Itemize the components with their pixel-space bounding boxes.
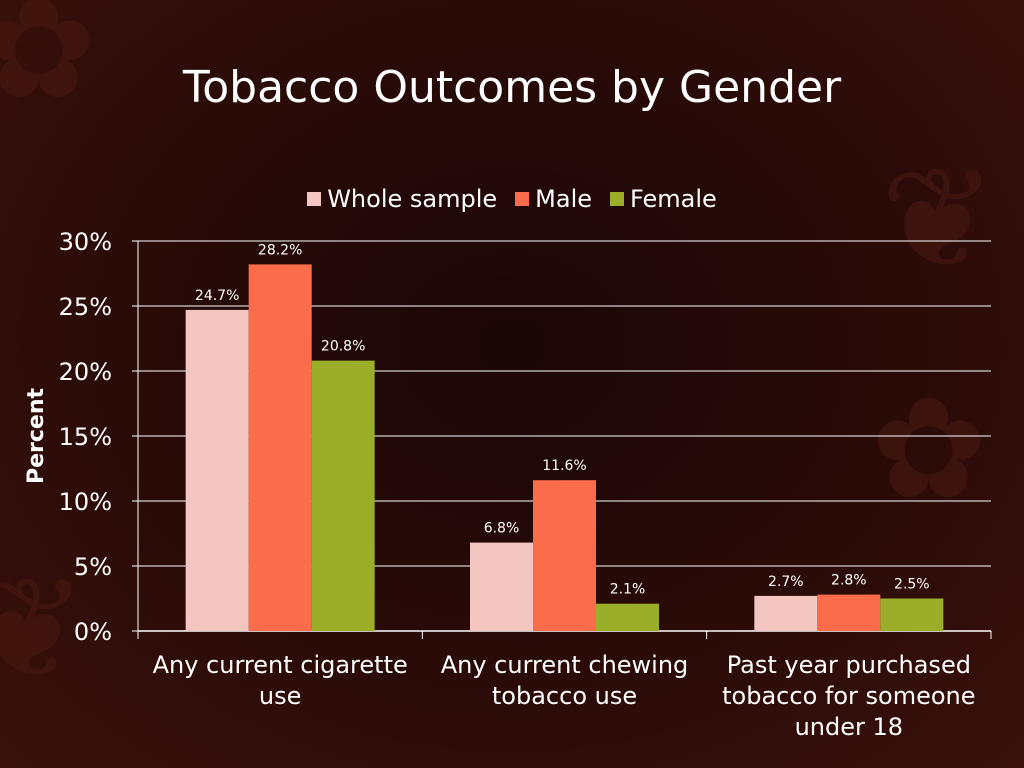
legend-swatch [610,192,625,206]
x-category-label: tobacco use [492,682,637,710]
data-label: 2.1% [610,582,646,598]
y-tick-label: 0% [74,618,112,646]
data-label: 24.7% [195,288,239,304]
y-tick-label: 15% [59,423,112,451]
y-tick-label: 5% [74,553,112,581]
legend-label: Male [535,185,593,213]
bar-female [880,598,944,631]
leaf-decoration-icon: ✿ [870,368,988,531]
y-axis-label: Percent [24,388,49,485]
legend-swatch [515,192,530,206]
x-category-label: Any current chewing [441,651,689,679]
bar-whole-sample [470,542,533,631]
legend-label: Whole sample [327,185,498,213]
legend-label: Female [630,185,717,213]
y-tick-label: 25% [59,293,112,321]
legend-item: Female [610,185,717,213]
bar-whole-sample [185,309,249,631]
legend: Whole sample Male Female [0,185,1024,213]
leaf-decoration-icon: ❦ [0,548,88,711]
leaf-decoration-icon: ❦ [880,138,998,301]
bar-female [596,603,659,631]
bar-female [311,360,375,631]
x-category-label: use [259,682,301,710]
x-category-label: Past year purchased [727,651,971,679]
y-tick-label: 30% [59,228,112,256]
data-label: 20.8% [321,339,365,355]
data-label: 2.7% [768,574,804,590]
y-tick-label: 20% [59,358,112,386]
bar-male [533,480,596,631]
data-label: 2.8% [831,573,867,589]
chart-title: Tobacco Outcomes by Gender [182,62,842,113]
x-category-label: Any current cigarette [153,651,408,679]
data-label: 28.2% [258,242,302,258]
bar-male [817,594,881,631]
leaf-decoration-icon: ✿ [0,0,98,131]
bar-whole-sample [754,595,818,631]
data-label: 6.8% [484,521,520,537]
x-category-label: under 18 [795,713,903,741]
bar-male [248,264,312,631]
y-tick-label: 10% [59,488,112,516]
legend-swatch [307,192,322,206]
legend-item: Male [515,185,592,213]
legend-item: Whole sample [307,185,497,213]
x-category-label: tobacco for someone [722,682,975,710]
data-label: 11.6% [542,458,586,474]
data-label: 2.5% [894,577,930,593]
